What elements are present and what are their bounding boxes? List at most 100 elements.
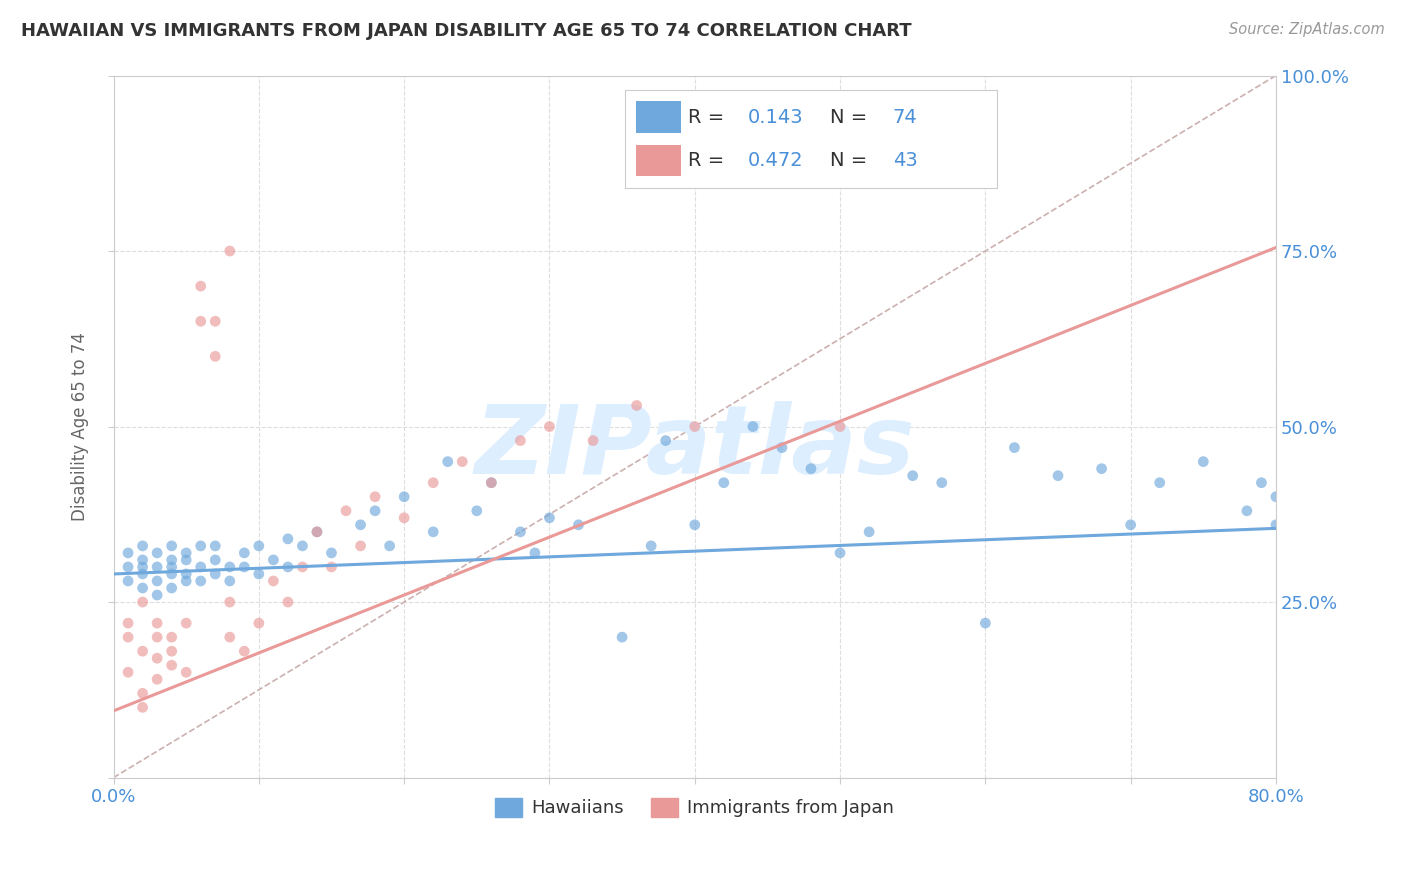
Point <box>364 504 387 518</box>
Point <box>1265 517 1288 532</box>
Point <box>436 455 458 469</box>
Point <box>174 553 197 567</box>
Point <box>858 524 880 539</box>
Point <box>146 574 169 588</box>
Point <box>218 595 240 609</box>
Point <box>683 517 706 532</box>
Point <box>131 539 153 553</box>
Point <box>1002 441 1025 455</box>
Point <box>567 517 589 532</box>
Point <box>828 546 851 560</box>
Point <box>582 434 605 448</box>
Point <box>1149 475 1171 490</box>
Point <box>349 517 371 532</box>
Point <box>479 475 502 490</box>
Point <box>117 665 139 680</box>
Point <box>117 630 139 644</box>
Point <box>392 490 415 504</box>
Point <box>146 616 169 631</box>
Point <box>974 616 997 631</box>
Text: ZIPatlas: ZIPatlas <box>474 401 915 494</box>
Point <box>1265 490 1288 504</box>
Point <box>828 419 851 434</box>
Point <box>479 475 502 490</box>
Point <box>174 546 197 560</box>
Point <box>160 560 183 574</box>
Point <box>321 560 343 574</box>
Point <box>131 560 153 574</box>
Point <box>262 574 284 588</box>
Point <box>204 566 226 581</box>
Point <box>146 630 169 644</box>
Point <box>1250 475 1272 490</box>
Point <box>174 574 197 588</box>
Point <box>190 574 212 588</box>
Point <box>146 560 169 574</box>
Point <box>160 581 183 595</box>
Point <box>335 504 357 518</box>
Point <box>1236 504 1258 518</box>
Point <box>523 546 546 560</box>
Point <box>117 546 139 560</box>
Point <box>392 510 415 524</box>
Y-axis label: Disability Age 65 to 74: Disability Age 65 to 74 <box>72 332 89 521</box>
Point <box>364 490 387 504</box>
Point <box>247 616 270 631</box>
Point <box>291 539 314 553</box>
Point <box>160 539 183 553</box>
Point <box>291 560 314 574</box>
Point <box>190 314 212 328</box>
Point <box>174 616 197 631</box>
Point <box>277 532 299 546</box>
Point <box>538 419 561 434</box>
Point <box>146 588 169 602</box>
Point <box>422 475 444 490</box>
Point <box>190 560 212 574</box>
Point <box>160 644 183 658</box>
Point <box>160 630 183 644</box>
Point <box>800 461 823 475</box>
Point <box>247 566 270 581</box>
Point <box>1046 468 1069 483</box>
Point <box>233 644 256 658</box>
Point <box>204 314 226 328</box>
Point <box>146 546 169 560</box>
Point <box>160 658 183 673</box>
Point <box>117 560 139 574</box>
Point <box>305 524 328 539</box>
Point <box>190 279 212 293</box>
Point <box>277 560 299 574</box>
Point <box>931 475 953 490</box>
Point <box>247 539 270 553</box>
Point <box>218 630 240 644</box>
Point <box>131 553 153 567</box>
Point <box>465 504 488 518</box>
Point <box>190 539 212 553</box>
Point <box>160 553 183 567</box>
Point <box>277 595 299 609</box>
Point <box>131 595 153 609</box>
Point <box>305 524 328 539</box>
Point <box>509 524 531 539</box>
Text: HAWAIIAN VS IMMIGRANTS FROM JAPAN DISABILITY AGE 65 TO 74 CORRELATION CHART: HAWAIIAN VS IMMIGRANTS FROM JAPAN DISABI… <box>21 22 911 40</box>
Point <box>131 581 153 595</box>
Point <box>683 419 706 434</box>
Point <box>509 434 531 448</box>
Point <box>204 553 226 567</box>
Point <box>233 546 256 560</box>
Point <box>218 560 240 574</box>
Point <box>640 539 662 553</box>
Point <box>1119 517 1142 532</box>
Point <box>262 553 284 567</box>
Point <box>610 630 633 644</box>
Point <box>1090 461 1112 475</box>
Point <box>146 673 169 687</box>
Point <box>218 574 240 588</box>
Point <box>741 419 763 434</box>
Point <box>654 434 676 448</box>
Point <box>378 539 401 553</box>
Point <box>626 399 648 413</box>
Point <box>451 455 474 469</box>
Point <box>117 574 139 588</box>
Point <box>160 566 183 581</box>
